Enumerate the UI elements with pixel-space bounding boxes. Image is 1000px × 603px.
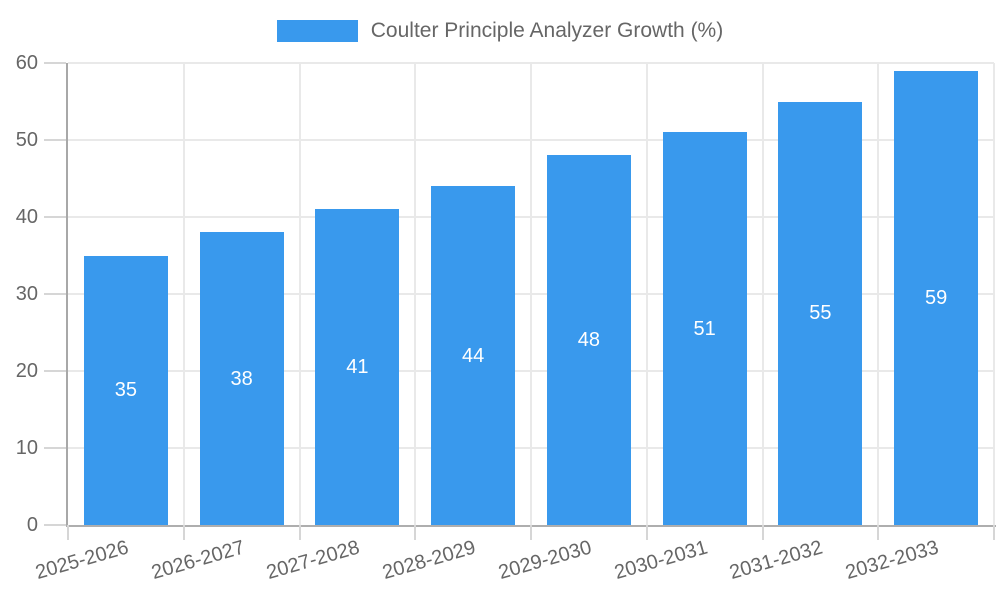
x-tick-mark [67,525,69,540]
x-gridline [761,63,764,525]
bar[interactable] [778,101,863,525]
legend[interactable]: Coulter Principle Analyzer Growth (%) [0,19,1000,43]
x-tick-mark [645,525,648,540]
y-tick-mark [44,447,66,449]
y-tick-mark [44,524,66,526]
y-tick-label: 0 [26,514,38,536]
y-tick-label: 60 [15,52,38,74]
y-tick-mark [44,293,66,295]
x-tick-mark [182,525,185,540]
bar[interactable] [199,232,284,525]
y-tick-mark [44,139,66,141]
bar-value-label: 59 [925,286,948,309]
x-gridline [414,63,417,525]
bar[interactable] [315,209,400,525]
y-tick-mark [44,216,66,218]
bar[interactable] [431,186,516,525]
legend-swatch [276,20,358,42]
x-gridline [877,63,880,525]
legend-label: Coulter Principle Analyzer Growth (%) [370,19,724,42]
x-gridline [182,63,185,525]
x-gridline [530,63,532,525]
x-tick-mark [877,525,880,540]
bar-value-label: 55 [809,302,832,325]
bar-value-label: 48 [577,329,600,352]
y-axis-line [66,63,68,525]
x-gridline [298,63,301,525]
bar[interactable] [83,255,168,525]
y-tick-label: 50 [15,129,38,151]
x-tick-mark [298,525,301,540]
x-tick-mark [530,525,532,540]
y-tick-label: 10 [15,437,38,459]
y-tick-mark [44,370,66,372]
plot-area: 0 10 20 30 40 50 60 35 2025-2026 38 2026-2027 41 202… [16,53,996,584]
bar-value-label: 44 [462,344,485,367]
bar[interactable] [894,70,979,525]
bar[interactable] [662,132,747,525]
bar-value-label: 41 [346,356,369,379]
y-tick-label: 20 [15,360,38,382]
bar-value-label: 51 [693,317,716,340]
bar-value-label: 38 [230,367,253,390]
bar[interactable] [546,155,631,525]
y-tick-label: 30 [15,283,38,305]
y-tick-label: 40 [15,206,38,228]
x-gridline [645,63,648,525]
y-tick-mark [44,62,66,64]
x-tick-mark [761,525,764,540]
bar-value-label: 35 [114,379,137,402]
x-tick-mark [993,525,995,540]
x-tick-mark [414,525,417,540]
x-gridline [993,63,995,525]
